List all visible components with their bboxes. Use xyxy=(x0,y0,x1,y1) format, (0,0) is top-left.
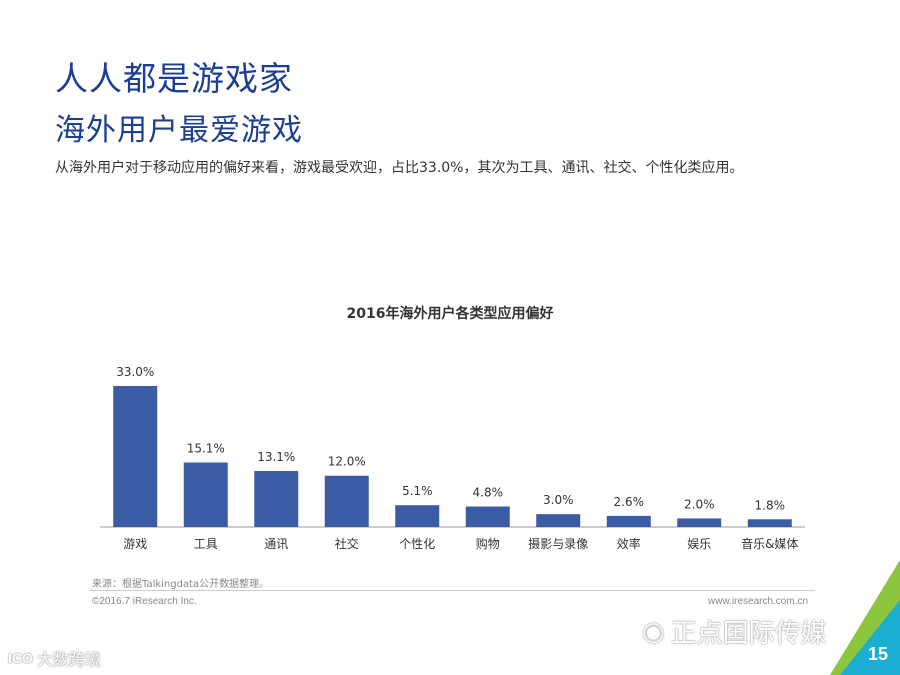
bar xyxy=(536,514,581,527)
website-text: www.iresearch.com.cn xyxy=(708,596,809,607)
corner-teal-triangle xyxy=(840,600,900,675)
category-label: 效率 xyxy=(617,536,641,551)
data-label: 4.8% xyxy=(473,485,504,499)
footer-divider xyxy=(90,590,815,591)
slide-title: 人人都是游戏家 xyxy=(55,59,293,98)
data-label: 15.1% xyxy=(187,441,225,455)
copyright-text: ©2016.7 iResearch Inc. xyxy=(92,596,197,607)
wechat-icon: ◉ xyxy=(642,616,665,647)
category-label: 音乐&媒体 xyxy=(741,536,798,551)
data-label: 1.8% xyxy=(755,498,786,512)
watermark-right: ◉ 正点国际传媒 xyxy=(642,613,827,650)
slide-subtitle: 海外用户最爱游戏 xyxy=(55,113,303,148)
watermark-logo: ICO xyxy=(8,650,33,666)
watermark-right-text: 正点国际传媒 xyxy=(670,619,827,649)
data-label: 13.1% xyxy=(257,450,295,464)
watermark-left-text: 大数跨境 xyxy=(36,650,101,669)
data-label: 3.0% xyxy=(543,493,574,507)
bar xyxy=(183,462,228,527)
bar xyxy=(465,506,510,527)
category-label: 社交 xyxy=(335,536,359,551)
source-note: 来源：根据Talkingdata公开数据整理。 xyxy=(92,579,270,590)
description-text: 从海外用户对于移动应用的偏好来看，游戏最受欢迎，占比33.0%，其次为工具、通讯… xyxy=(55,160,744,176)
bar xyxy=(324,475,369,527)
category-label: 工具 xyxy=(194,537,218,551)
bar xyxy=(395,505,440,527)
data-label: 12.0% xyxy=(328,455,366,469)
category-label: 通讯 xyxy=(264,537,288,551)
category-label: 娱乐 xyxy=(687,537,711,551)
bar xyxy=(677,518,722,527)
category-label: 游戏 xyxy=(123,537,147,551)
category-label: 购物 xyxy=(476,536,500,551)
bar xyxy=(747,519,792,527)
page-number: 15 xyxy=(867,644,888,664)
data-label: 33.0% xyxy=(116,365,154,379)
category-label: 个性化 xyxy=(399,537,435,551)
data-label: 5.1% xyxy=(402,484,433,498)
bar xyxy=(606,515,651,527)
bar xyxy=(254,471,299,527)
data-label: 2.0% xyxy=(684,497,715,511)
bar xyxy=(113,386,158,527)
category-label: 摄影与录像 xyxy=(528,536,588,551)
corner-decoration xyxy=(830,560,900,675)
chart-title: 2016年海外用户各类型应用偏好 xyxy=(346,306,554,322)
data-label: 2.6% xyxy=(614,495,645,509)
watermark-left: ICO 大数跨境 xyxy=(8,646,101,670)
